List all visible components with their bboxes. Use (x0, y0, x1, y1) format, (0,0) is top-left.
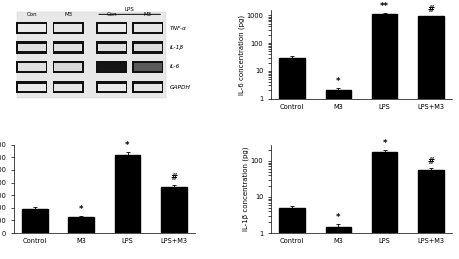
FancyBboxPatch shape (17, 61, 47, 73)
Bar (161, 187, 187, 233)
FancyBboxPatch shape (98, 24, 125, 32)
Text: *: * (382, 139, 387, 148)
FancyBboxPatch shape (53, 41, 84, 54)
Text: *: * (336, 213, 341, 222)
Text: M3: M3 (64, 12, 72, 17)
FancyBboxPatch shape (134, 44, 162, 51)
Bar (68, 217, 94, 233)
Text: LPS: LPS (125, 7, 134, 12)
FancyBboxPatch shape (54, 24, 82, 32)
FancyBboxPatch shape (17, 12, 166, 98)
Bar (418, 170, 444, 259)
FancyBboxPatch shape (96, 61, 127, 73)
FancyBboxPatch shape (17, 81, 47, 93)
FancyBboxPatch shape (132, 61, 163, 73)
FancyBboxPatch shape (134, 63, 162, 71)
FancyBboxPatch shape (54, 63, 82, 71)
FancyBboxPatch shape (98, 84, 125, 91)
FancyBboxPatch shape (17, 22, 47, 34)
Bar (325, 90, 351, 259)
FancyBboxPatch shape (134, 84, 162, 91)
Bar (372, 13, 397, 259)
Bar (279, 59, 305, 259)
FancyBboxPatch shape (18, 84, 46, 91)
FancyBboxPatch shape (53, 61, 84, 73)
Bar (279, 208, 305, 259)
FancyBboxPatch shape (98, 63, 125, 71)
Text: TNF-α: TNF-α (169, 26, 186, 31)
Text: #: # (170, 174, 178, 182)
Text: *: * (125, 141, 130, 150)
Text: IL-6: IL-6 (169, 64, 180, 69)
FancyBboxPatch shape (17, 41, 47, 54)
Text: Con: Con (27, 12, 37, 17)
Text: *: * (79, 205, 84, 214)
Bar (22, 209, 48, 233)
FancyBboxPatch shape (132, 41, 163, 54)
Bar (115, 155, 140, 233)
FancyBboxPatch shape (18, 44, 46, 51)
FancyBboxPatch shape (54, 44, 82, 51)
FancyBboxPatch shape (132, 22, 163, 34)
FancyBboxPatch shape (18, 63, 46, 71)
Text: #: # (428, 5, 435, 14)
FancyBboxPatch shape (134, 24, 162, 32)
FancyBboxPatch shape (53, 81, 84, 93)
FancyBboxPatch shape (54, 84, 82, 91)
Text: GAPDH: GAPDH (169, 85, 190, 90)
Text: **: ** (380, 2, 389, 11)
FancyBboxPatch shape (53, 22, 84, 34)
Y-axis label: IL-6 concentration (pg): IL-6 concentration (pg) (239, 15, 245, 95)
Y-axis label: IL-1β concentration (pg): IL-1β concentration (pg) (243, 147, 249, 231)
Text: *: * (336, 77, 341, 86)
FancyBboxPatch shape (18, 24, 46, 32)
Text: IL-1β: IL-1β (169, 45, 184, 50)
FancyBboxPatch shape (132, 81, 163, 93)
FancyBboxPatch shape (98, 44, 125, 51)
FancyBboxPatch shape (96, 81, 127, 93)
FancyBboxPatch shape (96, 41, 127, 54)
Text: Con: Con (106, 12, 117, 17)
FancyBboxPatch shape (96, 22, 127, 34)
Bar (372, 152, 397, 259)
Bar (418, 16, 444, 259)
Bar (325, 227, 351, 259)
Text: #: # (428, 157, 435, 166)
Text: M3: M3 (144, 12, 152, 17)
